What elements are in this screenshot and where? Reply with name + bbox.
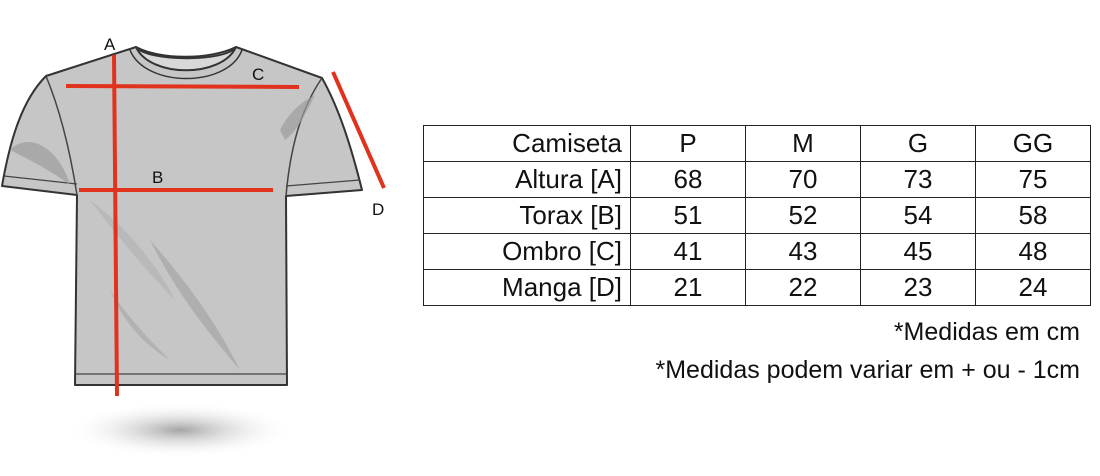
- table-cell: 70: [745, 161, 861, 198]
- table-row: Torax [B] 51 52 54 58: [423, 197, 1091, 234]
- table-row: Altura [A] 68 70 73 75: [423, 161, 1091, 198]
- row-label: Ombro [C]: [423, 233, 631, 270]
- row-label: Torax [B]: [423, 197, 631, 234]
- label-b: B: [152, 168, 163, 187]
- table-cell: 45: [860, 233, 976, 270]
- table-header-row: Camiseta P M G GG: [423, 125, 1091, 162]
- variance-note: *Medidas podem variar em + ou - 1cm: [655, 356, 1081, 384]
- table-cell: 21: [630, 269, 746, 306]
- table-row: Manga [D] 21 22 23 24: [423, 269, 1091, 306]
- table-cell: 41: [630, 233, 746, 270]
- table-cell: 58: [975, 197, 1091, 234]
- header-size-m: M: [745, 125, 861, 162]
- tshirt-collar: [135, 46, 237, 72]
- table-cell: 24: [975, 269, 1091, 306]
- table-cell: 43: [745, 233, 861, 270]
- tshirt-body: [1, 46, 363, 386]
- label-a: A: [104, 35, 116, 54]
- measure-line-c: [65, 84, 300, 89]
- measure-line-a: [112, 54, 119, 397]
- measure-line-d: [331, 71, 386, 189]
- table-cell: 48: [975, 233, 1091, 270]
- table-cell: 52: [745, 197, 861, 234]
- floor-shadow: [65, 402, 295, 458]
- header-size-gg: GG: [975, 125, 1091, 162]
- tshirt-diagram: A B C D: [0, 0, 420, 476]
- unit-note: *Medidas em cm: [893, 318, 1080, 346]
- header-size-p: P: [630, 125, 746, 162]
- table-cell: 73: [860, 161, 976, 198]
- table-cell: 54: [860, 197, 976, 234]
- row-label: Altura [A]: [423, 161, 631, 198]
- label-d: D: [372, 200, 384, 219]
- size-chart-table: Camiseta P M G GG Altura [A] 68 70 73 75…: [423, 125, 1091, 306]
- header-size-g: G: [860, 125, 976, 162]
- table-cell: 23: [860, 269, 976, 306]
- table-cell: 22: [745, 269, 861, 306]
- header-product: Camiseta: [423, 125, 631, 162]
- table-cell: 75: [975, 161, 1091, 198]
- table-cell: 51: [630, 197, 746, 234]
- label-c: C: [252, 65, 264, 84]
- table-row: Ombro [C] 41 43 45 48: [423, 233, 1091, 270]
- row-label: Manga [D]: [423, 269, 631, 306]
- table-cell: 68: [630, 161, 746, 198]
- tshirt-illustration: A B C D: [1, 35, 386, 458]
